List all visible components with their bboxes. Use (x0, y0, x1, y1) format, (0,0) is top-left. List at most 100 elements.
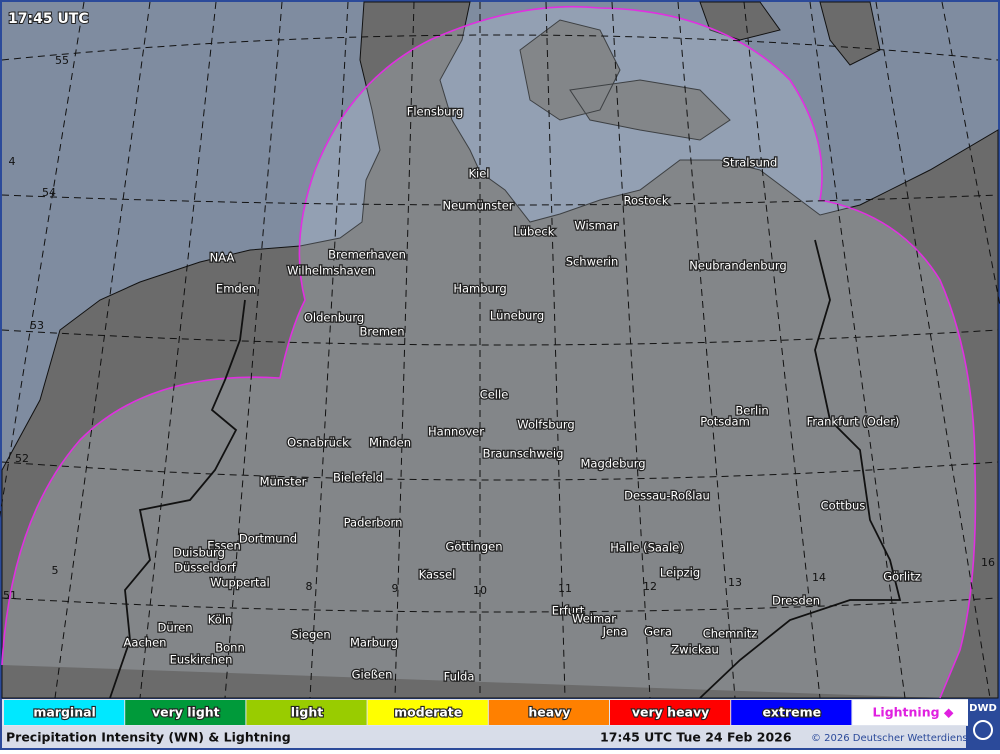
grid-label: 4 (9, 155, 16, 168)
legend-swatch (246, 700, 367, 725)
legend-swatch (852, 700, 973, 725)
legend-label: extreme (762, 705, 821, 720)
city-label: Flensburg (407, 105, 464, 119)
grid-label: 12 (643, 580, 657, 593)
city-label: Magdeburg (580, 457, 645, 471)
city-label: NAA (210, 251, 235, 265)
grid-label: 51 (3, 589, 17, 602)
legend-label: light (291, 705, 323, 720)
longitude-line (743, 1, 821, 699)
legend-swatch (4, 700, 125, 725)
grid-label: 14 (812, 571, 826, 584)
grid-label: 53 (30, 319, 44, 332)
city-label: Essen (207, 539, 241, 553)
legend-swatch (125, 700, 246, 725)
city-label: Wilhelmshaven (287, 264, 375, 278)
latitude-line (1, 34, 999, 61)
city-label: Görlitz (883, 570, 921, 584)
city-label: Kiel (468, 167, 489, 181)
city-label: Chemnitz (703, 627, 758, 641)
latitude-line (1, 329, 999, 346)
latitude-line (1, 194, 999, 206)
radar-coverage (1, 5, 977, 699)
city-label: Marburg (350, 636, 398, 650)
city-label: Schwerin (566, 255, 619, 269)
longitude-line (545, 1, 566, 699)
longitude-line (54, 1, 151, 699)
logo-icon (973, 720, 993, 740)
city-label: Euskirchen (170, 653, 233, 667)
city-label: Oldenburg (304, 311, 364, 325)
grid-label: 10 (473, 584, 487, 597)
city-label: Paderborn (344, 516, 403, 530)
city-label: Dresden (772, 594, 820, 608)
city-label: Emden (216, 282, 256, 296)
product-name: Precipitation Intensity (WN) & Lightning (6, 730, 291, 745)
city-label: Celle (480, 388, 509, 402)
latitude-line (1, 597, 999, 613)
grid-label: 9 (392, 582, 399, 595)
city-label: Halle (Saale) (610, 541, 683, 555)
border (109, 239, 902, 699)
city-label: Erfurt (552, 604, 585, 618)
longitude-line (611, 1, 651, 699)
timestamp: 17:45 UTC (8, 11, 89, 27)
city-label: Zwickau (671, 643, 719, 657)
longitude-line (875, 1, 991, 699)
city-label: Düren (158, 621, 193, 635)
city-label: Leipzig (660, 566, 700, 580)
city-label: Bremen (359, 325, 404, 339)
latitude-line (1, 461, 999, 481)
labels: 55 4 54 53 52 5 51 8 9 10 11 12 13 14 16 Flensburg Kiel N… (3, 54, 995, 685)
graticule (0, 1, 1000, 699)
city-label: Duisburg (173, 546, 225, 560)
city-label: Göttingen (445, 540, 502, 554)
danish-islands (519, 1, 881, 141)
city-label: Cottbus (821, 499, 866, 513)
legend-label: very heavy (632, 705, 709, 720)
longitude-line (224, 1, 283, 699)
city-label: Lüneburg (490, 309, 544, 323)
copyright: © 2026 Deutscher Wetterdienst (811, 733, 972, 744)
city-label: Gera (644, 625, 672, 639)
city-label: Wismar (574, 219, 618, 233)
grid-label: 13 (728, 576, 742, 589)
city-label: Bonn (215, 641, 245, 655)
longitude-line (139, 1, 217, 699)
longitude-line (0, 1, 85, 518)
city-label: Fulda (444, 670, 475, 684)
city-label: Minden (369, 436, 411, 450)
city-label: Wolfsburg (517, 418, 574, 432)
grid-label: 8 (306, 580, 313, 593)
city-label: Rostock (623, 194, 668, 208)
legend-swatch (488, 700, 609, 725)
legend-label: heavy (528, 705, 570, 720)
city-label: Münster (260, 475, 307, 489)
legend-swatch (367, 700, 488, 725)
land (1, 1, 999, 699)
city-label: Neumünster (442, 199, 513, 213)
legend-label: moderate (394, 705, 462, 720)
legend-swatch (610, 700, 731, 725)
longitude-line (677, 1, 736, 699)
legend-label: very light (152, 705, 220, 720)
city-label: Berlin (735, 404, 768, 418)
city-label: Jena (602, 625, 628, 639)
grid-label: 16 (981, 556, 995, 569)
city-label: Dessau-Roßlau (624, 489, 710, 503)
city-label: Düsseldorf (174, 561, 236, 575)
city-label: Köln (208, 613, 233, 627)
city-label: Dortmund (239, 532, 297, 546)
city-label: Frankfurt (Oder) (807, 415, 900, 429)
city-label: Braunschweig (483, 447, 564, 461)
longitude-line (309, 1, 349, 699)
city-label: Hannover (428, 425, 484, 439)
legend: marginal very light light moderate heavy very… (2, 699, 973, 726)
legend-label: marginal (33, 705, 95, 720)
grid-label: 54 (42, 186, 56, 199)
legend-label: Lightning ◆ (872, 705, 953, 720)
logo: DWD (969, 703, 997, 714)
longitude-line (394, 1, 415, 699)
legend-swatch (731, 700, 852, 725)
